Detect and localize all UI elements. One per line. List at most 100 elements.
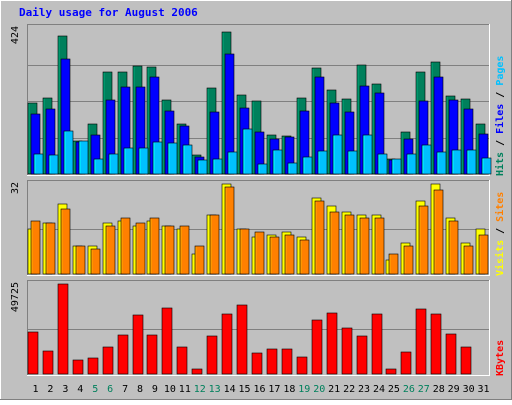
x-tick-label: 21 xyxy=(328,384,340,395)
bar-sites-day-15 xyxy=(239,228,250,275)
bar-pages-day-3 xyxy=(63,130,74,175)
x-tick-label: 31 xyxy=(478,384,490,395)
x-tick-label: 7 xyxy=(122,384,128,395)
x-tick-label: 30 xyxy=(463,384,475,395)
bar-sites-day-24 xyxy=(374,217,385,275)
x-tick-label: 6 xyxy=(107,384,113,395)
bar-sites-day-23 xyxy=(359,217,370,275)
series-sites xyxy=(30,186,489,275)
x-tick-label: 3 xyxy=(62,384,68,395)
series-label-visits-sites: Visits / Sites xyxy=(494,192,506,276)
y-max-label: 32 xyxy=(10,182,21,194)
bar-pages-day-1 xyxy=(33,153,44,175)
bar-sites-day-11 xyxy=(179,225,190,275)
x-tick-label: 22 xyxy=(343,384,355,395)
bar-kbytes-day-2 xyxy=(42,350,54,375)
bar-sites-day-10 xyxy=(164,225,175,275)
bar-sites-day-21 xyxy=(329,211,340,275)
x-tick-label: 18 xyxy=(283,384,295,395)
bar-kbytes-day-16 xyxy=(251,352,263,375)
series-label-part: Files xyxy=(494,104,506,134)
series-label-part: / xyxy=(495,222,506,240)
bar-kbytes-day-29 xyxy=(445,333,457,375)
x-tick-label: 19 xyxy=(298,384,310,395)
bar-kbytes-day-25 xyxy=(385,368,397,375)
series-kbytes xyxy=(27,283,472,375)
bar-pages-day-13 xyxy=(212,158,223,175)
bar-kbytes-day-12 xyxy=(191,368,203,375)
bar-sites-day-18 xyxy=(284,234,295,275)
bar-sites-day-2 xyxy=(45,222,56,275)
bar-sites-day-7 xyxy=(120,217,131,275)
bar-sites-day-8 xyxy=(135,222,146,275)
bar-kbytes-day-20 xyxy=(311,319,323,375)
x-tick-label: 2 xyxy=(47,384,53,395)
x-tick-label: 11 xyxy=(179,384,191,395)
x-tick-label: 27 xyxy=(418,384,430,395)
series-label-part: / xyxy=(495,86,506,104)
series-label-part: Hits xyxy=(494,152,506,176)
bar-pages-day-21 xyxy=(332,134,343,175)
bar-sites-day-1 xyxy=(30,220,41,275)
bar-pages-day-14 xyxy=(227,151,238,175)
bar-pages-day-25 xyxy=(391,158,402,175)
x-tick-label: 20 xyxy=(313,384,325,395)
bar-kbytes-day-24 xyxy=(371,313,383,375)
bar-pages-day-24 xyxy=(377,153,388,175)
series-label-kbytes: KBytes xyxy=(495,340,506,376)
bar-kbytes-day-5 xyxy=(87,357,99,375)
bar-pages-day-6 xyxy=(108,153,119,175)
bar-kbytes-day-21 xyxy=(326,312,338,375)
series-label-part: Sites xyxy=(494,192,506,222)
bar-kbytes-day-3 xyxy=(57,283,69,375)
series-pages xyxy=(33,128,492,175)
bar-kbytes-day-10 xyxy=(161,307,173,375)
bar-sites-day-31 xyxy=(478,234,489,275)
bar-kbytes-day-6 xyxy=(102,346,114,375)
bar-kbytes-day-23 xyxy=(356,335,368,375)
bar-sites-day-17 xyxy=(269,236,280,275)
bar-pages-day-7 xyxy=(123,147,134,175)
bar-pages-day-30 xyxy=(466,149,477,175)
bar-kbytes-day-28 xyxy=(430,313,442,375)
bar-sites-day-19 xyxy=(299,239,310,275)
chart-title: Daily usage for August 2006 xyxy=(19,6,198,19)
x-tick-label: 1 xyxy=(32,384,38,395)
series-label-part: Pages xyxy=(495,56,506,86)
panel-hits-files-pages: 424 Hits / Files / Pages xyxy=(10,24,506,176)
x-tick-label: 17 xyxy=(268,384,280,395)
bar-kbytes-day-8 xyxy=(132,314,144,375)
bar-kbytes-day-19 xyxy=(296,356,308,375)
panel-visits-sites: 32 Visits / Sites xyxy=(10,180,506,276)
series-label-part: KBytes xyxy=(495,340,506,376)
x-tick-label: 29 xyxy=(448,384,460,395)
y-max-label: 49725 xyxy=(10,282,21,312)
x-tick-label: 13 xyxy=(209,384,221,395)
bar-sites-day-22 xyxy=(344,214,355,275)
bar-pages-day-8 xyxy=(138,147,149,175)
bar-kbytes-day-11 xyxy=(176,346,188,375)
bar-kbytes-day-22 xyxy=(341,327,353,375)
x-tick-label: 26 xyxy=(403,384,415,395)
bar-pages-day-5 xyxy=(93,158,104,175)
x-tick-label: 12 xyxy=(194,384,206,395)
bar-pages-day-15 xyxy=(242,128,253,175)
panel-kbytes: 49725 KBytes xyxy=(10,280,506,376)
x-axis-labels: 1 2 3 4 5 6 7 8 9 10 11 12 13 14 15 16 17 18 19 20 21 22 23 24 2… xyxy=(32,384,489,395)
x-tick-label: 8 xyxy=(137,384,143,395)
y-max-label: 424 xyxy=(10,26,21,44)
x-tick-label: 4 xyxy=(77,384,83,395)
bar-pages-day-23 xyxy=(362,134,373,175)
x-tick-label: 10 xyxy=(164,384,176,395)
bar-pages-day-12 xyxy=(197,159,208,175)
bar-sites-day-29 xyxy=(448,220,459,275)
bar-sites-day-6 xyxy=(105,225,116,275)
x-tick-label: 15 xyxy=(239,384,251,395)
bar-pages-day-26 xyxy=(406,153,417,175)
bar-kbytes-day-4 xyxy=(72,359,84,375)
bar-pages-day-16 xyxy=(257,163,268,175)
bar-pages-day-27 xyxy=(421,144,432,175)
x-tick-label: 28 xyxy=(433,384,445,395)
